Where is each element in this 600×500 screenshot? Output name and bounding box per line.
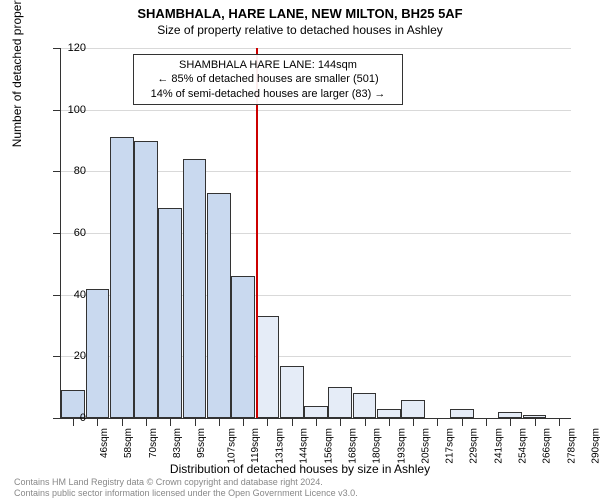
x-tick-label: 217sqm: [445, 428, 456, 464]
x-tick: [292, 418, 293, 426]
x-tick: [146, 418, 147, 426]
x-tick: [437, 418, 438, 426]
x-tick: [316, 418, 317, 426]
annotation-line1: SHAMBHALA HARE LANE: 144sqm: [140, 58, 396, 72]
histogram-bar: [158, 208, 182, 418]
x-tick: [267, 418, 268, 426]
x-tick: [340, 418, 341, 426]
x-tick-label: 144sqm: [299, 428, 310, 464]
x-tick-label: 241sqm: [493, 428, 504, 464]
y-tick-label: 80: [56, 165, 86, 177]
x-tick-label: 168sqm: [348, 428, 359, 464]
histogram-bar: [231, 276, 255, 418]
footer-line2: Contains public sector information licen…: [14, 488, 358, 498]
x-tick-label: 180sqm: [372, 428, 383, 464]
x-tick: [219, 418, 220, 426]
gridline: [61, 110, 571, 111]
footer-line1: Contains HM Land Registry data © Crown c…: [14, 477, 358, 487]
x-tick-label: 131sqm: [275, 428, 286, 464]
gridline: [61, 48, 571, 49]
x-tick: [413, 418, 414, 426]
histogram-bar: [401, 400, 425, 419]
plot-area: SHAMBHALA HARE LANE: 144sqm ← 85% of det…: [60, 48, 571, 419]
histogram-bar: [183, 159, 207, 418]
x-tick-label: 46sqm: [99, 428, 110, 458]
annotation-line3: 14% of semi-detached houses are larger (…: [140, 87, 396, 101]
x-tick: [365, 418, 366, 426]
chart-figure: SHAMBHALA, HARE LANE, NEW MILTON, BH25 5…: [0, 0, 600, 500]
x-tick-label: 107sqm: [226, 428, 237, 464]
x-tick: [170, 418, 171, 426]
x-tick-label: 278sqm: [566, 428, 577, 464]
x-tick-label: 205sqm: [420, 428, 431, 464]
y-tick-label: 20: [56, 350, 86, 362]
x-tick-label: 156sqm: [323, 428, 334, 464]
x-tick-label: 290sqm: [590, 428, 600, 464]
histogram-bar: [86, 289, 110, 419]
chart-subtitle: Size of property relative to detached ho…: [0, 23, 600, 37]
x-tick: [535, 418, 536, 426]
x-tick-label: 95sqm: [196, 428, 207, 458]
x-tick: [97, 418, 98, 426]
histogram-bar: [377, 409, 401, 418]
x-tick-label: 229sqm: [469, 428, 480, 464]
x-tick: [122, 418, 123, 426]
histogram-bar: [256, 316, 280, 418]
x-tick-label: 119sqm: [250, 428, 261, 463]
annotation-box: SHAMBHALA HARE LANE: 144sqm ← 85% of det…: [133, 54, 403, 105]
chart-title: SHAMBHALA, HARE LANE, NEW MILTON, BH25 5…: [0, 0, 600, 21]
histogram-bar: [134, 141, 158, 419]
y-tick-label: 0: [56, 412, 86, 424]
footer-text: Contains HM Land Registry data © Crown c…: [14, 477, 358, 498]
x-axis-label: Distribution of detached houses by size …: [0, 462, 600, 476]
x-tick: [510, 418, 511, 426]
histogram-bar: [450, 409, 474, 418]
y-tick-label: 120: [56, 42, 86, 54]
histogram-bar: [110, 137, 134, 418]
y-axis-label: Number of detached properties: [10, 0, 24, 147]
x-tick-label: 58sqm: [123, 428, 134, 458]
x-tick: [462, 418, 463, 426]
x-tick: [243, 418, 244, 426]
y-tick-label: 100: [56, 104, 86, 116]
x-tick-label: 254sqm: [518, 428, 529, 464]
histogram-bar: [304, 406, 328, 418]
x-tick-label: 266sqm: [542, 428, 553, 464]
x-tick: [195, 418, 196, 426]
y-tick-label: 60: [56, 227, 86, 239]
x-tick: [559, 418, 560, 426]
histogram-bar: [353, 393, 377, 418]
x-tick-label: 83sqm: [172, 428, 183, 458]
histogram-bar: [328, 387, 352, 418]
histogram-bar: [207, 193, 231, 418]
x-tick-label: 193sqm: [396, 428, 407, 464]
y-tick-label: 40: [56, 289, 86, 301]
x-tick: [389, 418, 390, 426]
x-tick: [486, 418, 487, 426]
histogram-bar: [280, 366, 304, 418]
x-tick-label: 70sqm: [148, 428, 159, 458]
annotation-line2: ← 85% of detached houses are smaller (50…: [140, 72, 396, 86]
